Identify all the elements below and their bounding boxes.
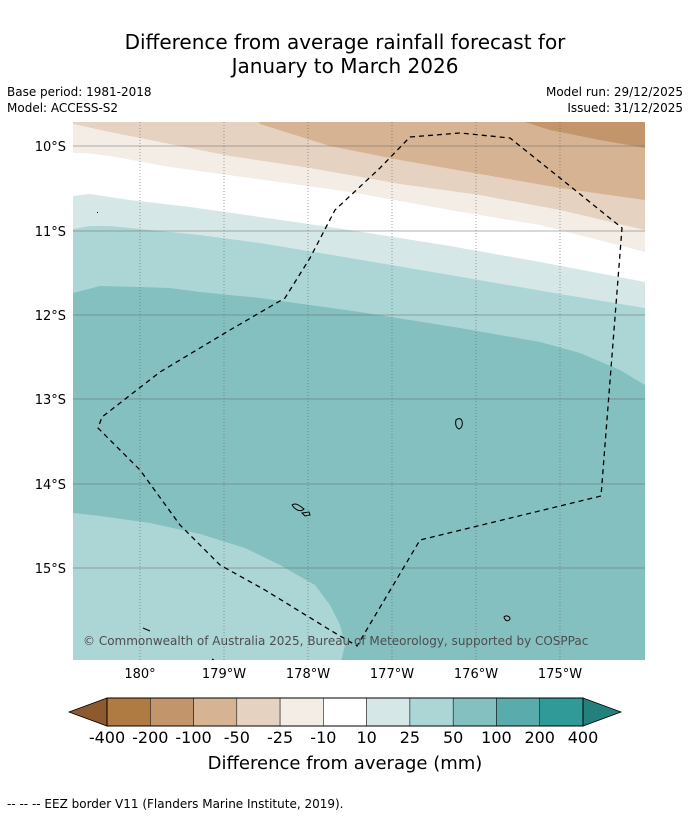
issued-date: Issued: 31/12/2025	[567, 101, 683, 115]
speck	[97, 212, 98, 213]
title-line-2: January to March 2026	[231, 54, 459, 78]
lon-label-177W: 177°W	[370, 667, 414, 682]
colorbar-swatch	[279, 697, 324, 727]
meta-right: Model run: 29/12/2025 Issued: 31/12/2025	[546, 84, 683, 116]
colorbar-tick-label: 400	[567, 728, 599, 747]
island-west-2	[300, 511, 311, 517]
model-run: Model run: 29/12/2025	[545, 85, 683, 99]
colorbar-swatch	[409, 697, 454, 727]
lon-label-178W: 178°W	[286, 667, 330, 682]
model-name: Model: ACCESS-S2	[7, 101, 119, 115]
island-south	[503, 615, 511, 622]
colorbar-title: Difference from average (mm)	[207, 753, 483, 774]
colorbar-swatch	[236, 697, 281, 727]
base-period: Base period: 1981-2018	[7, 85, 152, 99]
island-east	[455, 418, 463, 430]
lon-labels: 180° 179°W 178°W 177°W 176°W 175°W	[124, 667, 582, 682]
band-lower-left	[73, 513, 345, 660]
rainfall-bands	[73, 122, 645, 660]
colorbar-frame	[106, 697, 584, 727]
colorbar-tick-label: 25	[399, 728, 421, 747]
colorbar-swatch	[150, 697, 194, 727]
colorbar-extend-low	[67, 697, 108, 727]
colorbar	[67, 697, 623, 727]
lon-label-180: 180°	[124, 667, 155, 682]
colorbar-tick-label: -25	[267, 728, 294, 747]
lat-label-15S: 15°S	[35, 562, 66, 577]
colorbar-tick-label: 200	[524, 728, 555, 747]
colorbar-swatch	[106, 697, 151, 727]
colorbar-tick-label: -400	[88, 728, 126, 747]
lat-label-10S: 10°S	[35, 140, 66, 155]
lat-label-14S: 14°S	[35, 478, 66, 493]
colorbar-tick-label: 50	[442, 728, 464, 747]
lon-label-179W: 179°W	[202, 667, 246, 682]
colorbar-swatch	[452, 697, 497, 727]
colorbar-tick-label: 10	[356, 728, 377, 747]
lat-label-12S: 12°S	[35, 309, 66, 324]
island-outlines	[142, 418, 511, 660]
meta-left: Base period: 1981-2018 Model: ACCESS-S2	[7, 84, 152, 116]
island-west-1	[291, 503, 305, 512]
eez-footnote: -- -- -- EEZ border V11 (Flanders Marine…	[7, 797, 344, 811]
colorbar-tick-label: -10	[310, 728, 337, 747]
colorbar-swatch	[496, 697, 540, 727]
colorbar-swatch	[539, 697, 584, 727]
chart-title: Difference from average rainfall forecas…	[0, 30, 690, 78]
lat-label-11S: 11°S	[35, 225, 66, 240]
colorbar-tick-label: 100	[481, 728, 512, 747]
graticule	[73, 122, 645, 660]
eez-border	[97, 132, 623, 647]
island-bottom	[211, 658, 215, 660]
colorbar-tick-label: -50	[223, 728, 250, 747]
band-minus100	[525, 122, 645, 148]
lat-label-13S: 13°S	[35, 393, 66, 408]
colorbar-extend-high	[582, 697, 623, 727]
colorbar-tick-label: -100	[175, 728, 212, 747]
lon-label-175W: 175°W	[538, 667, 582, 682]
colorbar-tick-label: -200	[132, 728, 169, 747]
band-minus50	[258, 122, 645, 200]
colorbar-swatch	[193, 697, 238, 727]
copyright-text: © Commonwealth of Australia 2025, Bureau…	[83, 634, 588, 648]
colorbar-swatch	[323, 697, 367, 727]
island-sw	[142, 627, 151, 632]
lat-labels: 10°S 11°S 12°S 13°S 14°S 15°S	[35, 140, 66, 577]
title-line-1: Difference from average rainfall forecas…	[124, 30, 566, 54]
lon-label-176W: 176°W	[454, 667, 498, 682]
colorbar-swatch	[366, 697, 411, 727]
